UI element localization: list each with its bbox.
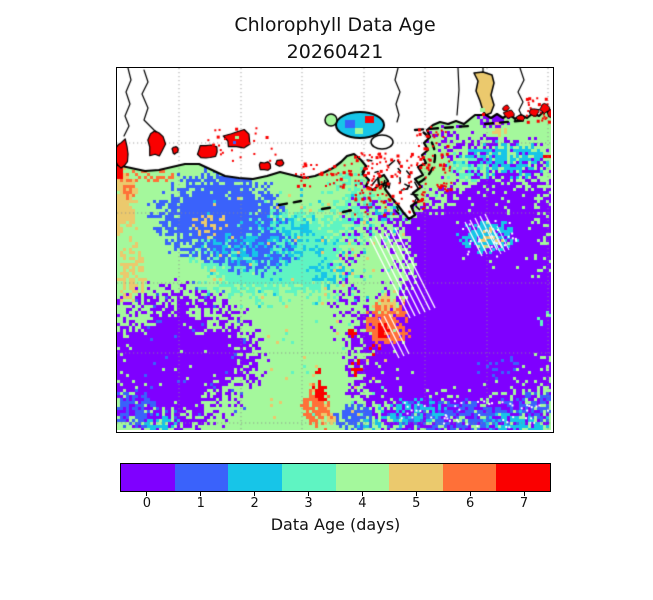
title-line-1: Chlorophyll Data Age bbox=[234, 14, 436, 36]
colorbar-tick-label: 6 bbox=[466, 496, 475, 511]
title-line-2: 20260421 bbox=[286, 41, 384, 63]
colorbar-segment bbox=[335, 464, 390, 491]
colorbar: 0 1 2 3 4 5 6 7 Data Age (days) bbox=[120, 463, 551, 534]
colorbar-tick-label: 4 bbox=[358, 496, 367, 511]
colorbar-segment bbox=[121, 464, 175, 491]
chart-title: Chlorophyll Data Age 20260421 bbox=[117, 12, 553, 66]
colorbar-segment bbox=[442, 464, 497, 491]
colorbar-tick-label: 3 bbox=[304, 496, 313, 511]
colorbar-tick-mark bbox=[415, 492, 417, 496]
colorbar-tick: 3 bbox=[282, 492, 336, 512]
colorbar-tick-label: 0 bbox=[142, 496, 152, 511]
colorbar-tick-mark bbox=[200, 492, 202, 496]
colorbar-tick: 2 bbox=[228, 492, 282, 512]
colorbar-segment bbox=[174, 464, 229, 491]
colorbar-tick-label: 1 bbox=[196, 496, 205, 511]
colorbar-segment bbox=[389, 464, 443, 491]
map-canvas bbox=[117, 68, 551, 430]
colorbar-tick-mark bbox=[469, 492, 471, 496]
colorbar-ticks: 0 1 2 3 4 5 6 7 bbox=[120, 492, 551, 512]
colorbar-segment bbox=[281, 464, 336, 491]
colorbar-tick-mark bbox=[361, 492, 363, 496]
colorbar-tick: 7 bbox=[497, 492, 551, 512]
colorbar-tick: 0 bbox=[120, 492, 174, 512]
colorbar-tick-mark bbox=[308, 492, 310, 496]
map-axes bbox=[116, 67, 554, 433]
colorbar-tick-label: 5 bbox=[412, 496, 421, 511]
colorbar-tick: 4 bbox=[336, 492, 390, 512]
colorbar-tick-label: 2 bbox=[250, 496, 259, 511]
colorbar-tick: 6 bbox=[443, 492, 497, 512]
colorbar-tick-label: 7 bbox=[519, 496, 529, 511]
colorbar-segment bbox=[496, 464, 550, 491]
colorbar-tick-mark bbox=[523, 492, 525, 496]
colorbar-segment bbox=[228, 464, 282, 491]
colorbar-bar bbox=[120, 463, 551, 492]
colorbar-label: Data Age (days) bbox=[270, 515, 401, 534]
colorbar-tick-mark bbox=[146, 492, 148, 496]
colorbar-tick-mark bbox=[254, 492, 256, 496]
colorbar-tick: 5 bbox=[389, 492, 443, 512]
colorbar-tick: 1 bbox=[174, 492, 228, 512]
